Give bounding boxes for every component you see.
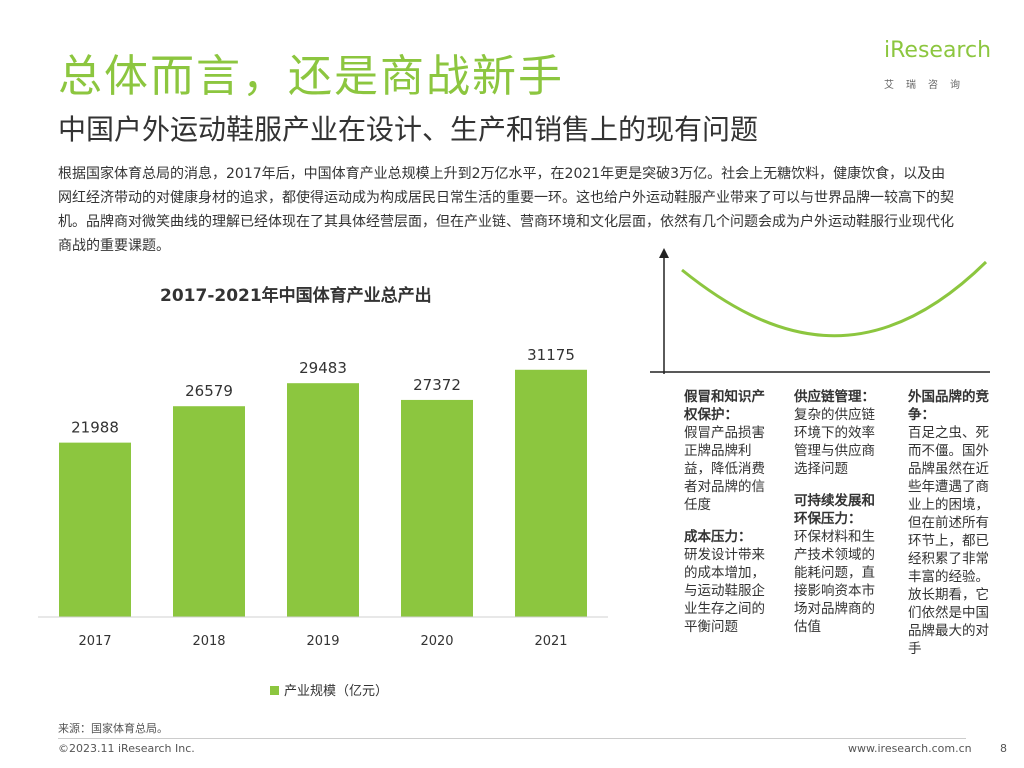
smile-curve-diagram — [650, 248, 990, 374]
problem-heading: 假冒和知识产权保护： — [684, 389, 765, 423]
website-url: www.iresearch.com.cn — [848, 742, 972, 755]
problem-body: 假冒产品损害正牌品牌利益，降低消费者对品牌的信任度 — [684, 425, 765, 513]
intro-paragraph: 根据国家体育总局的消息，2017年后，中国体育产业总规模上升到2万亿水平，在20… — [58, 166, 954, 254]
x-tick-label: 2021 — [534, 634, 567, 649]
smile-curve — [681, 260, 988, 338]
page-number: 8 — [1000, 742, 1007, 755]
page-subtitle: 中国户外运动鞋服产业在设计、生产和销售上的现有问题 — [58, 113, 759, 146]
bar-chart: 21988 2017 26579 2018 29483 2019 27372 2020 3117… — [38, 346, 608, 699]
data-label: 26579 — [185, 382, 233, 400]
problem-body: 研发设计带来的成本增加，与运动鞋服企业生存之间的平衡问题 — [684, 547, 765, 635]
logo-subtext: 艾瑞咨询 — [884, 80, 972, 91]
problem-body: 复杂的供应链环境下的效率管理与供应商选择问题 — [794, 407, 875, 477]
data-label: 21988 — [71, 419, 119, 437]
x-tick-label: 2020 — [420, 634, 453, 649]
copyright: ©2023.11 iResearch Inc. — [58, 742, 195, 755]
x-tick-label: 2018 — [192, 634, 225, 649]
problem-body: 环保材料和生产技术领域的能耗问题，直接影响资本市场对品牌商的估值 — [794, 529, 875, 635]
problem-item: 成本压力： 研发设计带来的成本增加，与运动鞋服企业生存之间的平衡问题 — [684, 528, 766, 636]
problem-column-3: 外国品牌的竞争： 百足之虫、死而不僵。国外品牌虽然在近些年遭遇了商业上的困境，但… — [908, 388, 990, 672]
x-tick-label: 2019 — [306, 634, 339, 649]
problem-item: 外国品牌的竞争： 百足之虫、死而不僵。国外品牌虽然在近些年遭遇了商业上的困境，但… — [908, 388, 990, 658]
problem-column-2: 供应链管理： 复杂的供应链环境下的效率管理与供应商选择问题 可持续发展和环保压力… — [794, 388, 876, 650]
bar — [401, 399, 473, 617]
problem-item: 假冒和知识产权保护： 假冒产品损害正牌品牌利益，降低消费者对品牌的信任度 — [684, 388, 766, 514]
bar — [59, 442, 131, 617]
data-label: 27372 — [413, 376, 461, 394]
problem-column-1: 假冒和知识产权保护： 假冒产品损害正牌品牌利益，降低消费者对品牌的信任度 成本压… — [684, 388, 766, 650]
legend-label: 产业规模（亿元） — [284, 684, 388, 699]
data-label: 29483 — [299, 359, 347, 377]
bar — [515, 369, 587, 617]
problem-heading: 供应链管理： — [794, 389, 875, 405]
problem-heading: 可持续发展和环保压力： — [794, 493, 875, 527]
source-note: 来源：国家体育总局。 — [58, 722, 168, 735]
logo-text: iResearch — [884, 38, 992, 63]
bar — [287, 383, 359, 617]
problem-heading: 成本压力： — [684, 529, 752, 545]
problem-heading: 外国品牌的竞争： — [908, 389, 989, 423]
footer-divider — [58, 738, 966, 739]
problem-item: 可持续发展和环保压力： 环保材料和生产技术领域的能耗问题，直接影响资本市场对品牌… — [794, 492, 876, 636]
problem-body: 百足之虫、死而不僵。国外品牌虽然在近些年遭遇了商业上的困境，但在前述所有环节上，… — [908, 425, 989, 657]
chart-title: 2017-2021年中国体育产业总产出 — [160, 286, 432, 306]
logo-banner-icon — [883, 36, 989, 64]
bar — [173, 406, 245, 617]
page-title: 总体而言，还是商战新手 — [58, 51, 564, 102]
iresearch-logo: iResearch 艾瑞咨询 — [880, 36, 992, 96]
legend-swatch — [270, 686, 279, 695]
y-axis-arrow-icon — [659, 248, 669, 258]
problem-item: 供应链管理： 复杂的供应链环境下的效率管理与供应商选择问题 — [794, 388, 876, 478]
x-tick-label: 2017 — [78, 634, 111, 649]
data-label: 31175 — [527, 346, 575, 364]
